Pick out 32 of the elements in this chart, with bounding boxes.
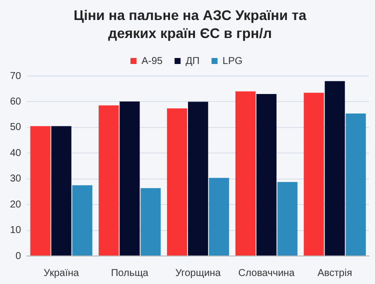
y-tick-label: 30 bbox=[10, 174, 22, 185]
x-tick-label: Австрія bbox=[317, 268, 352, 279]
bar bbox=[167, 108, 188, 256]
bar bbox=[304, 92, 324, 256]
bar bbox=[30, 126, 50, 256]
bar bbox=[98, 105, 119, 256]
bar bbox=[256, 94, 276, 256]
y-tick-label: 40 bbox=[10, 148, 22, 159]
x-tick-label: Польща bbox=[111, 268, 149, 279]
bar bbox=[208, 178, 230, 256]
y-tick-label: 20 bbox=[10, 199, 22, 210]
bar bbox=[120, 101, 140, 256]
bar bbox=[72, 185, 92, 256]
y-tick-label: 70 bbox=[10, 70, 22, 82]
bar bbox=[277, 182, 298, 256]
bar bbox=[235, 91, 256, 256]
x-tick-label: Словаччина bbox=[238, 268, 296, 279]
y-tick-label: 0 bbox=[16, 250, 22, 262]
y-tick-label: 50 bbox=[10, 122, 22, 134]
legend-label: А-95 bbox=[141, 56, 164, 67]
bar bbox=[324, 81, 345, 256]
bar bbox=[51, 126, 72, 256]
bar bbox=[188, 102, 208, 256]
x-tick-label: Угорщина bbox=[175, 268, 222, 279]
x-tick-label: Україна bbox=[44, 268, 80, 279]
y-tick-label: 10 bbox=[10, 225, 22, 236]
legend-label: ДП bbox=[186, 56, 200, 67]
chart-title: Ціни на пальне на АЗС України та деяких країн ЄС в грн/л bbox=[72, 6, 308, 42]
bar bbox=[140, 188, 161, 256]
legend-label: LPG bbox=[222, 56, 243, 67]
y-tick-label: 60 bbox=[10, 96, 22, 108]
bar bbox=[346, 114, 366, 256]
